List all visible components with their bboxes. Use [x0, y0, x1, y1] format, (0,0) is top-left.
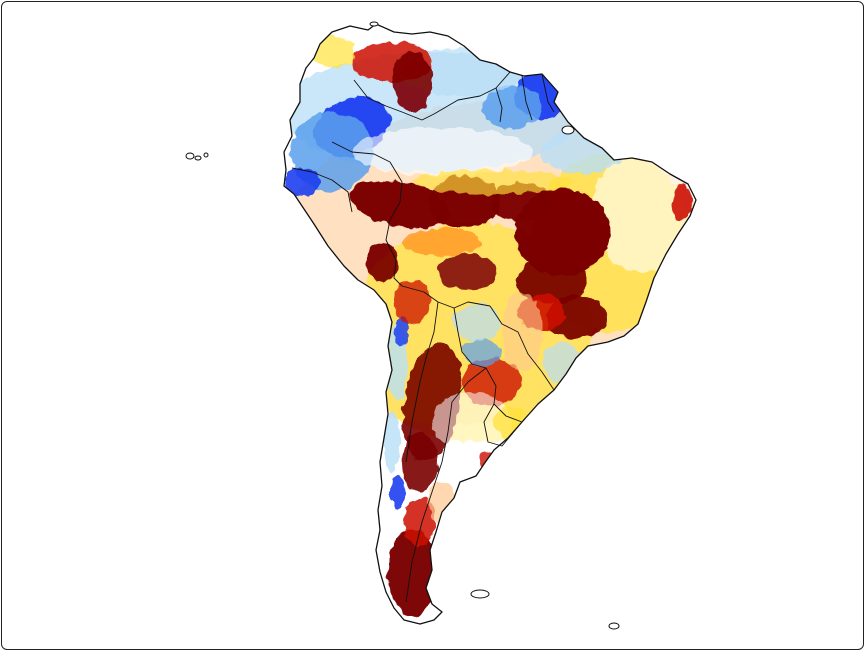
- anomaly-patch: [394, 318, 410, 346]
- island: [470, 589, 490, 599]
- anomaly-patch: [437, 254, 497, 290]
- anomaly-patch: [392, 52, 432, 112]
- anomaly-patch: [404, 498, 436, 546]
- country-border: [433, 71, 511, 115]
- anomaly-patch: [516, 260, 588, 304]
- island: [369, 21, 379, 27]
- anomaly-patch: [352, 128, 532, 176]
- anomaly-patch: [394, 280, 430, 324]
- anomaly-patch: [428, 482, 456, 522]
- country-border: [495, 87, 503, 123]
- country-border: [453, 307, 487, 369]
- anomaly-patch: [672, 184, 692, 220]
- island: [203, 152, 209, 158]
- country-border: [353, 79, 435, 121]
- anomaly-patch: [284, 168, 320, 196]
- anomaly-patch: [462, 338, 502, 366]
- country-border: [291, 167, 353, 213]
- country-border: [405, 301, 439, 463]
- country-border: [527, 353, 555, 391]
- anomaly-patch: [366, 242, 398, 282]
- anomaly-patch: [412, 170, 572, 194]
- anomaly-patch: [402, 228, 482, 256]
- island: [185, 152, 195, 160]
- country-border: [405, 367, 487, 603]
- country-border: [385, 161, 403, 287]
- country-borders: [291, 71, 555, 603]
- anomaly-patch: [350, 180, 450, 228]
- anomaly-patch: [390, 476, 406, 508]
- anomaly-patch: [384, 412, 400, 472]
- country-border: [331, 141, 391, 163]
- anomaly-patch: [502, 292, 542, 372]
- island: [608, 622, 620, 630]
- anomaly-patch: [482, 85, 542, 129]
- anomaly-patch: [592, 152, 692, 272]
- country-border: [489, 305, 529, 355]
- island: [561, 125, 575, 135]
- country-border: [521, 75, 533, 121]
- coastline: [283, 23, 697, 625]
- anomaly-patch: [402, 432, 438, 492]
- anomaly-patch: [308, 36, 356, 68]
- islands: [185, 21, 620, 630]
- anomaly-patch: [453, 304, 501, 340]
- country-border: [541, 73, 555, 113]
- anomaly-patch: [542, 342, 582, 382]
- country-border: [401, 285, 491, 309]
- anomaly-patch: [388, 528, 436, 616]
- island: [194, 155, 202, 161]
